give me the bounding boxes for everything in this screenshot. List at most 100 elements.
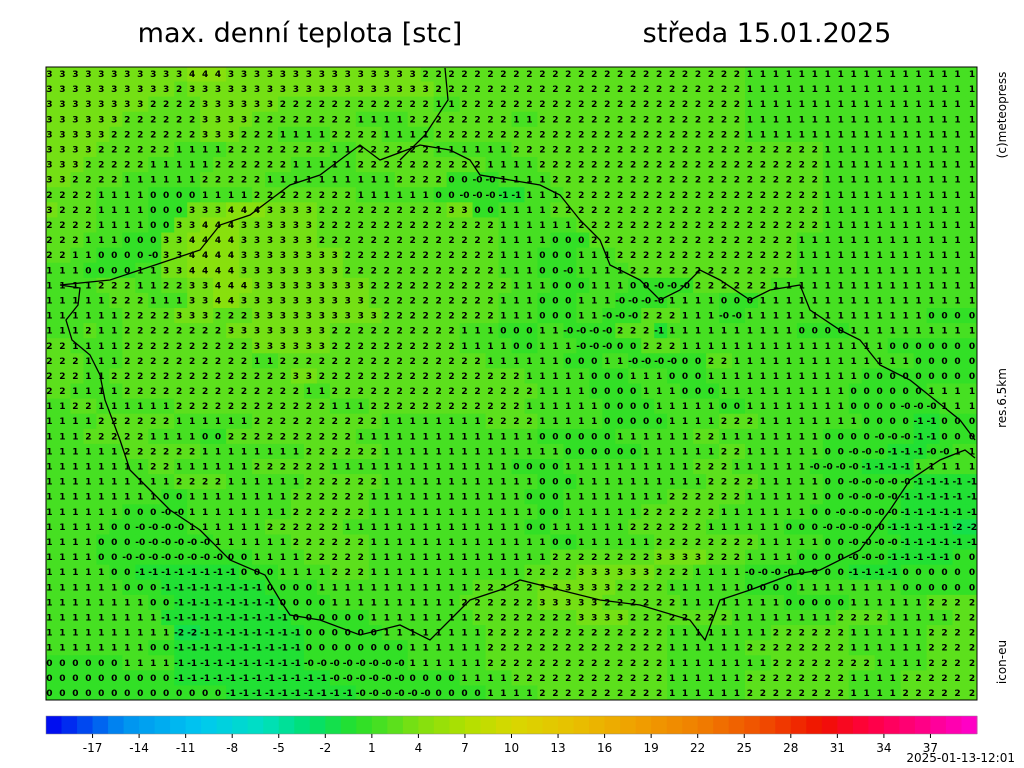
temp-cell (900, 67, 915, 83)
temp-cell (511, 81, 526, 98)
colorbar-cell (278, 716, 295, 734)
colorbar-tick-label: -5 (273, 741, 285, 755)
colorbar-cell (77, 716, 94, 734)
temp-cell (446, 81, 461, 98)
temp-cell (200, 96, 214, 113)
colorbar-cell (247, 716, 264, 734)
temp-cell (420, 67, 435, 83)
colorbar-cell (790, 716, 807, 734)
colorbar-tick-label: 28 (783, 741, 798, 755)
temp-cell (239, 81, 253, 98)
colorbar-cell (558, 716, 575, 734)
temp-cell (187, 67, 201, 83)
temp-cell (135, 96, 149, 113)
colorbar-cell (945, 716, 962, 734)
temp-cell (602, 81, 616, 98)
temp-cell (70, 96, 85, 113)
temp-cell (680, 96, 694, 113)
colorbar-cell (108, 716, 125, 734)
temp-cell (835, 96, 850, 113)
temp-cell (848, 81, 863, 98)
colorbar-tick-label: -2 (319, 741, 331, 755)
temp-cell (342, 96, 357, 113)
colorbar-cell (449, 716, 466, 734)
temp-cell (939, 96, 954, 113)
map-title: max. denní teplota [stc] (138, 18, 463, 49)
temp-cell (381, 67, 396, 83)
temp-cell (368, 81, 383, 98)
temp-cell (472, 96, 487, 113)
colorbar-cell (340, 716, 357, 734)
colorbar-cell (883, 716, 900, 734)
temp-cell (576, 96, 590, 113)
temp-cell (550, 67, 564, 83)
temp-cell (46, 111, 59, 128)
temp-cell (239, 96, 253, 113)
colorbar-tick-label: -17 (83, 741, 103, 755)
temp-cell (783, 96, 798, 113)
temp-cell (135, 67, 149, 83)
temp-cell (680, 67, 694, 83)
temp-cell (381, 96, 396, 113)
temp-cell (485, 67, 500, 83)
temp-cell (770, 67, 785, 83)
temp-cell (303, 81, 318, 98)
temp-cell (693, 96, 707, 113)
temp-cell (265, 81, 279, 98)
temp-cell (783, 81, 798, 98)
temp-cell (109, 81, 123, 98)
temp-cell (822, 67, 837, 83)
temp-cell (213, 96, 227, 113)
temp-cell (667, 81, 681, 98)
temp-cell (732, 81, 746, 98)
temp-cell (706, 81, 720, 98)
temp-cell (213, 67, 227, 83)
colorbar-cell (139, 716, 156, 734)
temp-cell (252, 81, 266, 98)
temp-cell (667, 67, 681, 83)
temp-cell (368, 96, 383, 113)
temp-cell (615, 67, 629, 83)
temp-cell (174, 81, 188, 98)
temp-cell (472, 81, 487, 98)
temp-cell (796, 67, 811, 83)
colorbar-cell (961, 716, 978, 734)
colorbar-cell (402, 716, 419, 734)
colorbar-tick-label: 34 (876, 741, 891, 755)
temp-cell (887, 67, 902, 83)
temp-cell (278, 67, 292, 83)
temp-cell (265, 96, 279, 113)
temp-cell (109, 67, 123, 83)
colorbar-tick-label: 16 (597, 741, 612, 755)
colorbar-cell (464, 716, 481, 734)
temp-cell (122, 67, 136, 83)
temp-cell (83, 96, 98, 113)
temp-cell (796, 81, 811, 98)
colorbar-cell (759, 716, 776, 734)
colorbar-tick-label: 4 (415, 741, 423, 755)
temp-cell (122, 111, 136, 128)
temp-cell (368, 67, 383, 83)
temp-cell (290, 67, 305, 83)
temp-cell (576, 67, 590, 83)
temp-cell (757, 81, 772, 98)
temp-cell (96, 67, 110, 83)
timestamp: 2025-01-13-12:01 (906, 751, 1015, 765)
temp-cell (187, 96, 201, 113)
colorbar-cell (511, 716, 528, 734)
temp-cell (861, 67, 876, 83)
model-label: icon-eu (995, 640, 1009, 684)
temp-cell (887, 96, 902, 113)
temp-cell (706, 96, 720, 113)
temp-cell (628, 67, 642, 83)
temp-cell (46, 96, 59, 113)
resolution-label: res.6.5km (995, 368, 1009, 428)
temp-cell (926, 67, 941, 83)
temp-cell (46, 81, 59, 98)
colorbar-cell (852, 716, 869, 734)
temp-cell (226, 96, 240, 113)
temp-cell (148, 81, 162, 98)
temp-cell (641, 67, 655, 83)
colorbar-cell (899, 716, 916, 734)
colorbar-tick-label: 19 (644, 741, 659, 755)
